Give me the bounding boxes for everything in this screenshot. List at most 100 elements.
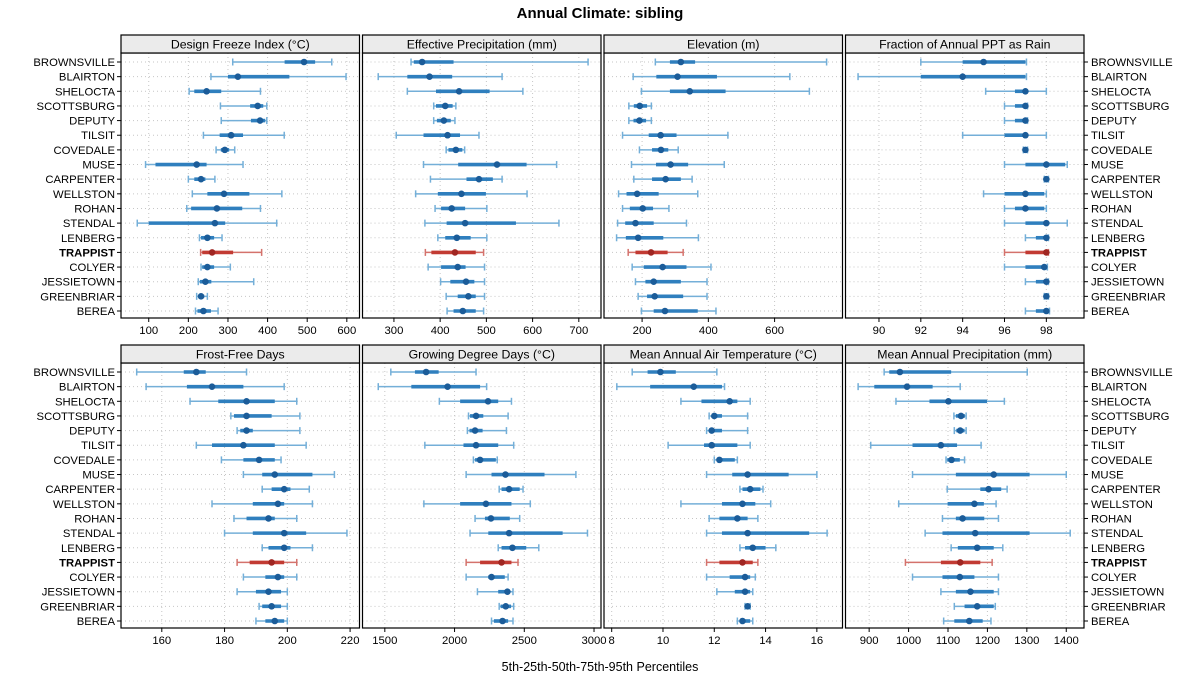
strip-header	[361, 344, 602, 364]
median-dot	[667, 161, 674, 168]
median-dot	[937, 441, 945, 449]
panel-3: Fraction of Annual PPT as Rain 90 92 94 96 98	[844, 34, 1085, 337]
median-dot	[959, 515, 966, 522]
median-dot	[739, 500, 746, 508]
median-dot	[708, 441, 716, 449]
axis-tick-label: 900	[860, 635, 879, 647]
median-dot	[971, 529, 979, 537]
median-dot	[967, 588, 974, 596]
row-label-left: TRAPPIST	[59, 247, 115, 259]
median-dot	[505, 485, 513, 493]
panel-bg	[121, 363, 360, 628]
row-label-left: ROHAN	[74, 203, 115, 215]
row-label-right: SCOTTSBURG	[1091, 101, 1169, 113]
strip-header	[361, 34, 602, 54]
median-dot	[472, 441, 480, 449]
row-label-left: DEPUTY	[69, 116, 115, 128]
row-label-left: JESSIETOWN	[42, 277, 115, 289]
median-dot	[956, 427, 964, 434]
row-label-left: LENBERG	[61, 543, 115, 555]
median-dot	[965, 617, 973, 625]
row-label-right: TILSIT	[1091, 130, 1125, 142]
median-dot	[1043, 219, 1050, 227]
median-dot	[505, 529, 513, 537]
panel-bg	[604, 53, 843, 318]
row-label-right: STENDAL	[1091, 218, 1143, 230]
row-label-right: BROWNSVILLE	[1091, 57, 1173, 69]
strip-header	[844, 34, 1085, 54]
strip-title: Growing Degree Days (°C)	[409, 348, 555, 362]
row-label-left: ROHAN	[74, 513, 115, 525]
median-dot	[476, 456, 484, 464]
median-dot	[1043, 175, 1050, 183]
median-dot	[208, 383, 216, 390]
row-label-right: GREENBRIAR	[1091, 291, 1166, 303]
axis-tick-label: 600	[765, 325, 784, 337]
row-label-right: LENBERG	[1091, 233, 1145, 245]
median-dot	[493, 161, 501, 168]
median-dot	[896, 368, 904, 376]
row-label-left: BLAIRTON	[59, 72, 115, 84]
median-dot	[271, 471, 279, 478]
axis-tick-label: 100	[139, 325, 158, 337]
strip-header	[603, 344, 844, 364]
median-dot	[440, 117, 448, 124]
median-dot	[200, 307, 207, 315]
row-label-right: STENDAL	[1091, 528, 1143, 540]
median-dot	[959, 73, 966, 80]
median-dot	[280, 544, 288, 552]
median-dot	[647, 249, 655, 256]
strip-title: Frost-Free Days	[196, 348, 285, 362]
row-label-right: SHELOCTA	[1091, 86, 1152, 98]
median-dot	[197, 293, 205, 300]
axis-tick-label: 160	[152, 635, 171, 647]
row-label-right: COLYER	[1091, 572, 1137, 584]
median-dot	[451, 249, 459, 256]
panel-4: Frost-Free Days 160 180 200 220	[120, 344, 361, 647]
axis-tick-label: 400	[431, 325, 450, 337]
row-label-left: SHELOCTA	[55, 396, 116, 408]
axis-tick-label: 1400	[1054, 635, 1079, 647]
row-label-left: BLAIRTON	[59, 382, 115, 394]
median-dot	[204, 234, 211, 242]
row-label-right: JESSIETOWN	[1091, 277, 1164, 289]
median-dot	[971, 500, 978, 508]
row-label-left: COLYER	[69, 572, 115, 584]
median-dot	[203, 87, 210, 95]
median-dot	[990, 471, 998, 478]
axis-tick-label: 2500	[512, 635, 537, 647]
median-dot	[499, 617, 506, 625]
median-dot	[674, 73, 681, 80]
axis-tick-label: 180	[215, 635, 234, 647]
panel-bg	[845, 53, 1084, 318]
median-dot	[274, 500, 282, 508]
strip-header	[603, 34, 844, 54]
row-label-right: BEREA	[1091, 306, 1130, 318]
axis-tick-label: 94	[956, 325, 969, 337]
row-label-left: WELLSTON	[53, 499, 115, 511]
median-dot	[948, 456, 955, 464]
axis-tick-label: 500	[477, 325, 496, 337]
axis-tick-label: 200	[278, 635, 297, 647]
row-label-left: BEREA	[77, 306, 116, 318]
row-label-right: TRAPPIST	[1091, 247, 1147, 259]
median-dot	[254, 102, 261, 110]
axis-tick-label: 14	[759, 635, 772, 647]
median-dot	[197, 175, 205, 183]
median-dot	[1043, 249, 1050, 256]
median-dot	[268, 603, 275, 610]
median-dot	[744, 603, 751, 610]
median-dot	[280, 485, 288, 493]
median-dot	[488, 573, 495, 581]
row-label-left: WELLSTON	[53, 189, 115, 201]
median-dot	[1022, 87, 1029, 95]
axis-tick-label: 10	[657, 635, 670, 647]
median-dot	[708, 427, 716, 434]
median-dot	[739, 617, 746, 625]
strip-header	[120, 344, 361, 364]
panel-bg	[362, 53, 601, 318]
row-label-right: BLAIRTON	[1091, 72, 1147, 84]
row-label-right: DEPUTY	[1091, 426, 1137, 438]
row-label-right: BLAIRTON	[1091, 382, 1147, 394]
median-dot	[240, 441, 247, 449]
